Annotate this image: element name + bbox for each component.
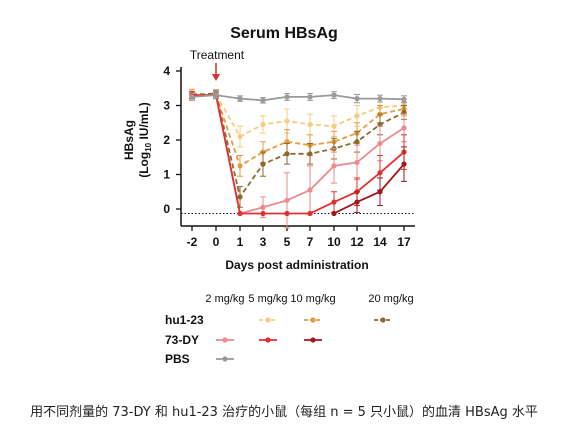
data-point — [331, 163, 337, 169]
data-point — [260, 97, 266, 103]
data-point — [377, 170, 383, 176]
data-point — [284, 210, 290, 217]
legend: 2 mg/kg 5 mg/kg 10 mg/kg 20 mg/kg hu1-23 73-D… — [165, 293, 414, 366]
x-tick-label: 0 — [213, 235, 220, 249]
data-point — [284, 151, 290, 157]
x-tick-label: 7 — [307, 235, 314, 249]
data-point — [377, 140, 383, 147]
y-axis-label-line1: HBsAg — [122, 120, 136, 160]
data-point — [401, 125, 407, 131]
legend-swatch-marker — [310, 317, 316, 323]
series-line — [191, 94, 405, 102]
x-tick-label: 17 — [397, 235, 411, 249]
series-line — [333, 163, 405, 215]
data-point — [377, 189, 383, 195]
series-line — [191, 93, 405, 138]
data-point — [331, 210, 337, 217]
legend-dose-header: 5 mg/kg — [248, 293, 287, 305]
data-point — [213, 92, 219, 98]
data-point — [307, 94, 313, 100]
data-point — [354, 139, 360, 145]
y-tick-label: 1 — [163, 168, 170, 182]
data-point — [237, 133, 243, 140]
x-tick-label: 12 — [350, 235, 364, 249]
x-tick-label: 3 — [260, 235, 267, 249]
data-point — [307, 210, 313, 217]
legend-swatch-marker — [222, 356, 228, 362]
data-point — [331, 123, 337, 129]
data-point — [401, 96, 407, 102]
data-point — [354, 199, 360, 205]
legend-dose-header: 20 mg/kg — [368, 293, 413, 305]
legend-swatch-marker — [380, 317, 386, 323]
data-point — [237, 210, 243, 217]
data-point — [401, 161, 407, 167]
legend-swatch-marker — [265, 337, 271, 343]
data-point — [307, 121, 313, 128]
legend-row-label: 73-DY — [165, 333, 199, 347]
data-point — [284, 197, 290, 203]
legend-dose-header: 10 mg/kg — [290, 293, 335, 305]
y-tick-label: 4 — [163, 64, 170, 78]
legend-row-label: hu1-23 — [165, 313, 204, 327]
chart-title: Serum HBsAg — [230, 25, 338, 42]
data-point — [377, 96, 383, 102]
figure-caption: 用不同剂量的 73-DY 和 hu1-23 治疗的小鼠（每组 n = 5 只小鼠… — [30, 405, 538, 420]
series — [331, 146, 407, 217]
treatment-arrow-head — [212, 74, 220, 81]
data-point — [284, 94, 290, 100]
data-point — [284, 118, 290, 124]
legend-swatch-marker — [310, 337, 316, 343]
series-line — [191, 92, 405, 168]
legend-dose-header: 2 mg/kg — [205, 293, 244, 305]
y-tick-label: 3 — [163, 99, 170, 113]
series-line — [191, 92, 405, 200]
data-point — [237, 194, 243, 200]
series-line — [192, 94, 405, 215]
data-point — [354, 113, 360, 119]
x-tick-label: 10 — [327, 235, 341, 249]
data-point — [260, 161, 266, 167]
y-tick-label: 2 — [163, 133, 170, 147]
series — [189, 91, 407, 104]
data-series — [189, 88, 407, 229]
data-point — [354, 96, 360, 102]
legend-swatch-marker — [222, 337, 228, 343]
data-point — [189, 94, 195, 100]
data-point — [354, 159, 360, 166]
x-tick-label: 5 — [284, 235, 291, 249]
data-point — [260, 121, 266, 128]
legend-swatch-marker — [265, 317, 271, 323]
data-point — [331, 92, 337, 98]
x-tick-label: 14 — [373, 235, 387, 249]
data-point — [260, 204, 266, 210]
data-point — [307, 151, 313, 157]
data-point — [237, 163, 243, 169]
data-point — [307, 187, 313, 193]
series — [189, 88, 407, 177]
x-tick-label: -2 — [187, 235, 198, 249]
y-axis-label-line2: (Log10 IU/mL) — [137, 102, 153, 178]
legend-row-label: PBS — [165, 352, 190, 366]
data-point — [260, 210, 266, 217]
data-point — [237, 96, 243, 102]
data-point — [331, 199, 337, 205]
treatment-label: Treatment — [190, 48, 245, 62]
y-tick-label: 0 — [163, 202, 170, 216]
x-axis-label: Days post administration — [225, 258, 368, 272]
x-tick-label: 1 — [237, 235, 244, 249]
